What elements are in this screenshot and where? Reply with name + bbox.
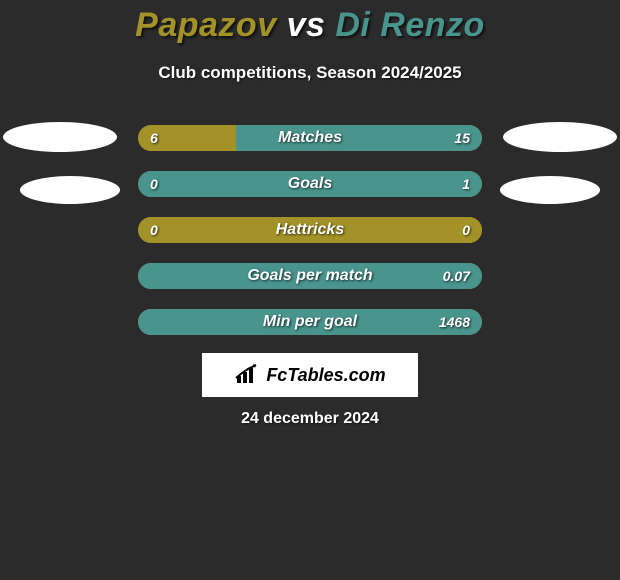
stat-label: Goals per match (138, 267, 482, 285)
infographic-container: Papazov vs Di Renzo Club competitions, S… (0, 0, 620, 580)
stat-value-left: 0 (150, 222, 158, 238)
stat-value-right: 1468 (439, 314, 470, 330)
avatar-placeholder-right-2 (500, 176, 600, 204)
stat-value-left: 0 (150, 176, 158, 192)
bar-chart-icon (234, 364, 262, 386)
stat-row: Goals0 1 (138, 171, 482, 197)
source-badge: FcTables.com (202, 353, 418, 397)
stat-row: Min per goal1468 (138, 309, 482, 335)
source-badge-text: FcTables.com (266, 365, 385, 386)
avatar-placeholder-right-1 (503, 122, 617, 152)
stat-value-left: 6 (150, 130, 158, 146)
title-player1: Papazov (135, 6, 276, 44)
stat-label: Hattricks (138, 221, 482, 239)
stat-value-right: 15 (454, 130, 470, 146)
stat-label: Goals (138, 175, 482, 193)
stat-value-right: 0 (462, 222, 470, 238)
title-vs: vs (287, 6, 326, 44)
stat-label: Matches (138, 129, 482, 147)
stat-label: Min per goal (138, 313, 482, 331)
title-player2: Di Renzo (335, 6, 484, 44)
avatar-placeholder-left-2 (20, 176, 120, 204)
stat-row: Matches6 15 (138, 125, 482, 151)
comparison-bars: Matches615Goals01Hattricks00Goals per ma… (138, 125, 482, 355)
avatar-placeholder-left-1 (3, 122, 117, 152)
page-title: Papazov vs Di Renzo (0, 0, 620, 45)
date-text: 24 december 2024 (0, 410, 620, 428)
stat-value-right: 0.07 (443, 268, 470, 284)
subtitle: Club competitions, Season 2024/2025 (0, 63, 620, 83)
stat-row: Hattricks0 0 (138, 217, 482, 243)
stat-row: Goals per match0.07 (138, 263, 482, 289)
stat-value-right: 1 (462, 176, 470, 192)
